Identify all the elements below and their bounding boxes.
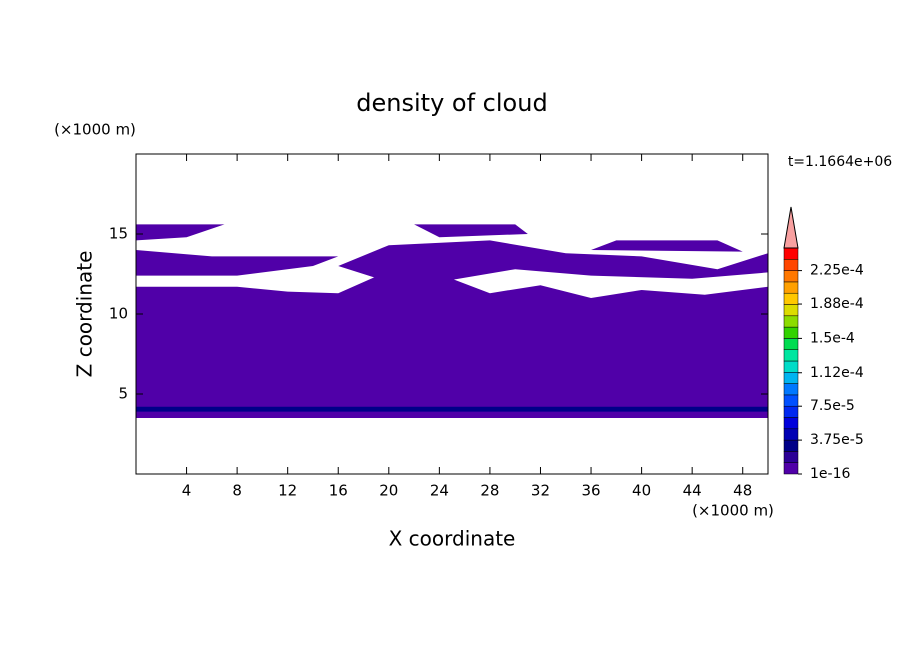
colorbar-band — [783, 349, 799, 362]
colorbar-band — [783, 394, 799, 407]
contour-region — [136, 406, 768, 412]
y-unit: (×1000 m) — [54, 121, 136, 139]
contour-region — [414, 224, 528, 238]
x-unit: (×1000 m) — [692, 502, 774, 520]
colorbar-tick-label: 3.75e-5 — [810, 432, 864, 448]
x-tick-label: 36 — [581, 482, 600, 500]
colorbar-tick-label: 1e-16 — [810, 466, 850, 482]
contour-region — [338, 240, 768, 282]
time-annotation: t=1.1664e+06 — [788, 154, 892, 170]
colorbar-band — [783, 372, 799, 384]
y-tick-label: 10 — [109, 305, 128, 323]
x-axis-label: X coordinate — [389, 527, 516, 551]
x-tick-label: 28 — [480, 482, 499, 500]
x-tick-label: 48 — [733, 482, 752, 500]
colorbar-band — [783, 292, 799, 305]
x-tick-label: 32 — [531, 482, 550, 500]
x-tick-label: 16 — [329, 482, 348, 500]
colorbar-band — [783, 304, 799, 317]
contour-region — [591, 240, 743, 252]
colorbar-band — [783, 270, 799, 283]
x-tick-label: 24 — [430, 482, 449, 500]
colorbar-band — [783, 247, 799, 260]
colorbar-band — [783, 259, 799, 271]
x-tick-label: 8 — [232, 482, 242, 500]
colorbar-band — [783, 315, 799, 328]
colorbar-band — [783, 439, 799, 452]
x-tick-label: 40 — [632, 482, 651, 500]
colorbar-band — [783, 383, 799, 396]
x-tick-label: 4 — [182, 482, 192, 500]
colorbar-tick-label: 1.5e-4 — [810, 330, 855, 346]
colorbar-tick-label: 7.5e-5 — [810, 398, 855, 414]
colorbar-band — [783, 405, 799, 418]
colorbar-band — [783, 326, 799, 339]
contour-region — [136, 250, 339, 276]
colorbar-band — [783, 428, 799, 441]
y-tick-label: 5 — [118, 385, 128, 403]
colorbar-band — [783, 281, 799, 294]
chart-title: density of cloud — [356, 89, 547, 117]
contour-region — [136, 270, 768, 418]
colorbar-band — [783, 360, 799, 373]
x-tick-label: 44 — [683, 482, 702, 500]
colorbar-extend — [783, 206, 799, 249]
colorbar-band — [783, 451, 799, 463]
colorbar-tick-label: 2.25e-4 — [810, 263, 864, 279]
colorbar-tick-label: 1.88e-4 — [810, 296, 864, 312]
colorbar-band — [783, 462, 799, 475]
colorbar-band — [783, 338, 799, 350]
colorbar-tick-label: 1.12e-4 — [810, 365, 864, 381]
x-tick-label: 20 — [379, 482, 398, 500]
y-axis-label: Z coordinate — [73, 251, 97, 378]
colorbar-band — [783, 417, 799, 430]
contour-region — [136, 224, 225, 241]
y-tick-label: 15 — [109, 225, 128, 243]
x-tick-label: 12 — [278, 482, 297, 500]
